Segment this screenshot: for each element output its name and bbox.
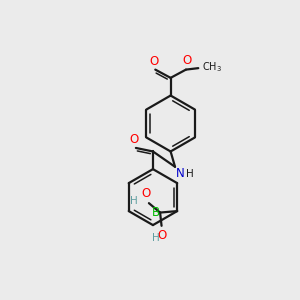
Text: O: O [141, 187, 151, 200]
Text: O: O [149, 55, 158, 68]
Text: CH$_3$: CH$_3$ [202, 61, 222, 74]
Text: O: O [129, 133, 138, 146]
Text: H: H [152, 233, 160, 243]
Text: O: O [182, 54, 191, 67]
Text: H: H [130, 196, 138, 206]
Text: B: B [152, 206, 160, 219]
Text: N: N [176, 167, 185, 180]
Text: O: O [158, 229, 167, 242]
Text: H: H [186, 169, 194, 179]
